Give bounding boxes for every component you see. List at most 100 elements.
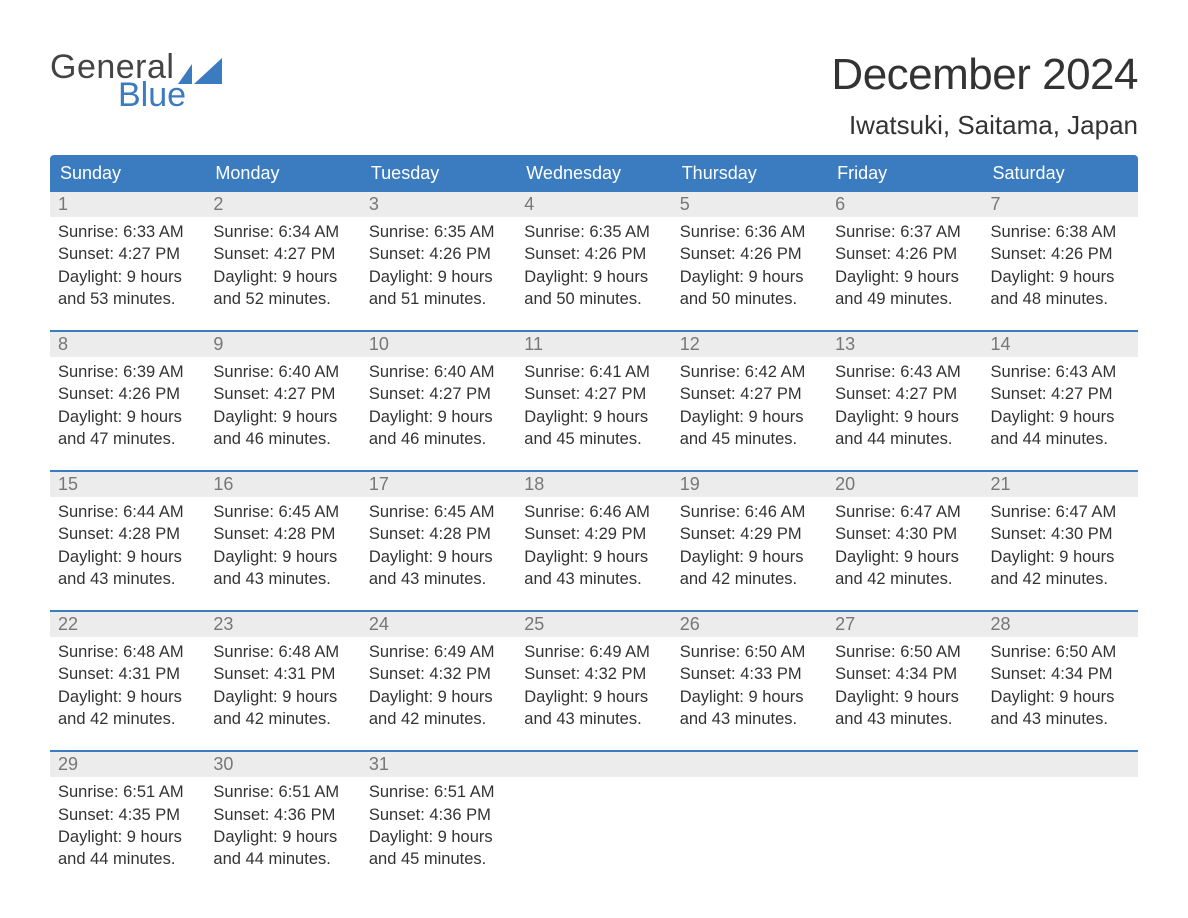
day-number: 30 <box>213 754 233 774</box>
day-number-cell: 19 <box>672 472 827 497</box>
daylight-line1: Daylight: 9 hours <box>835 406 974 428</box>
day-number-cell <box>827 752 982 777</box>
day-number: 21 <box>991 474 1011 494</box>
daylight-line2: and 49 minutes. <box>835 288 974 310</box>
sunset-text: Sunset: 4:26 PM <box>680 243 819 265</box>
day-data-cell <box>983 777 1138 890</box>
sunset-text: Sunset: 4:26 PM <box>835 243 974 265</box>
day-data-cell: Sunrise: 6:50 AMSunset: 4:34 PMDaylight:… <box>827 637 982 750</box>
daylight-line1: Daylight: 9 hours <box>213 686 352 708</box>
sunset-text: Sunset: 4:31 PM <box>213 663 352 685</box>
sunrise-text: Sunrise: 6:33 AM <box>58 221 197 243</box>
daylight-line2: and 44 minutes. <box>58 848 197 870</box>
sunrise-text: Sunrise: 6:41 AM <box>524 361 663 383</box>
daylight-line1: Daylight: 9 hours <box>369 826 508 848</box>
day-number: 4 <box>524 194 534 214</box>
day-number-cell: 10 <box>361 332 516 357</box>
day-number-cell: 20 <box>827 472 982 497</box>
day-data-cell: Sunrise: 6:51 AMSunset: 4:35 PMDaylight:… <box>50 777 205 890</box>
day-number-cell: 6 <box>827 192 982 217</box>
daylight-line2: and 53 minutes. <box>58 288 197 310</box>
daylight-line1: Daylight: 9 hours <box>680 546 819 568</box>
day-number-row: 22232425262728 <box>50 612 1138 637</box>
day-data-cell: Sunrise: 6:33 AMSunset: 4:27 PMDaylight:… <box>50 217 205 330</box>
daylight-line1: Daylight: 9 hours <box>835 266 974 288</box>
daylight-line1: Daylight: 9 hours <box>58 266 197 288</box>
sunrise-text: Sunrise: 6:35 AM <box>369 221 508 243</box>
day-number-row: 15161718192021 <box>50 472 1138 497</box>
daylight-line1: Daylight: 9 hours <box>213 266 352 288</box>
day-data-cell: Sunrise: 6:47 AMSunset: 4:30 PMDaylight:… <box>983 497 1138 610</box>
sunrise-text: Sunrise: 6:50 AM <box>835 641 974 663</box>
day-number-cell: 13 <box>827 332 982 357</box>
sunrise-text: Sunrise: 6:34 AM <box>213 221 352 243</box>
day-number: 28 <box>991 614 1011 634</box>
sunrise-text: Sunrise: 6:43 AM <box>991 361 1130 383</box>
day-data-row: Sunrise: 6:44 AMSunset: 4:28 PMDaylight:… <box>50 497 1138 610</box>
day-number-cell: 3 <box>361 192 516 217</box>
sunset-text: Sunset: 4:29 PM <box>680 523 819 545</box>
day-number-cell: 30 <box>205 752 360 777</box>
daylight-line2: and 43 minutes. <box>680 708 819 730</box>
day-number-cell: 12 <box>672 332 827 357</box>
day-number-cell: 18 <box>516 472 671 497</box>
sunrise-text: Sunrise: 6:47 AM <box>991 501 1130 523</box>
sunset-text: Sunset: 4:26 PM <box>58 383 197 405</box>
week-block: 891011121314Sunrise: 6:39 AMSunset: 4:26… <box>50 330 1138 470</box>
weekday-header: Wednesday <box>516 155 671 192</box>
sunrise-text: Sunrise: 6:50 AM <box>680 641 819 663</box>
day-number: 3 <box>369 194 379 214</box>
daylight-line1: Daylight: 9 hours <box>213 826 352 848</box>
day-number-cell: 11 <box>516 332 671 357</box>
daylight-line2: and 46 minutes. <box>369 428 508 450</box>
sunset-text: Sunset: 4:27 PM <box>524 383 663 405</box>
month-title: December 2024 <box>831 50 1138 100</box>
day-number: 7 <box>991 194 1001 214</box>
calendar-page: General Blue December 2024 Iwatsuki, Sai… <box>0 0 1188 890</box>
day-number-row: 293031 <box>50 752 1138 777</box>
sunset-text: Sunset: 4:27 PM <box>58 243 197 265</box>
daylight-line2: and 42 minutes. <box>991 568 1130 590</box>
day-data-cell: Sunrise: 6:40 AMSunset: 4:27 PMDaylight:… <box>205 357 360 470</box>
day-number-cell <box>983 752 1138 777</box>
day-number: 13 <box>835 334 855 354</box>
day-number: 9 <box>213 334 223 354</box>
day-number-cell: 1 <box>50 192 205 217</box>
sunset-text: Sunset: 4:26 PM <box>524 243 663 265</box>
day-number-cell: 21 <box>983 472 1138 497</box>
sunrise-text: Sunrise: 6:39 AM <box>58 361 197 383</box>
week-block: 15161718192021Sunrise: 6:44 AMSunset: 4:… <box>50 470 1138 610</box>
daylight-line2: and 51 minutes. <box>369 288 508 310</box>
day-data-row: Sunrise: 6:33 AMSunset: 4:27 PMDaylight:… <box>50 217 1138 330</box>
day-data-cell: Sunrise: 6:38 AMSunset: 4:26 PMDaylight:… <box>983 217 1138 330</box>
day-data-cell: Sunrise: 6:48 AMSunset: 4:31 PMDaylight:… <box>50 637 205 750</box>
sunset-text: Sunset: 4:28 PM <box>213 523 352 545</box>
sunset-text: Sunset: 4:31 PM <box>58 663 197 685</box>
daylight-line1: Daylight: 9 hours <box>58 686 197 708</box>
day-data-cell: Sunrise: 6:45 AMSunset: 4:28 PMDaylight:… <box>361 497 516 610</box>
day-data-cell: Sunrise: 6:49 AMSunset: 4:32 PMDaylight:… <box>361 637 516 750</box>
daylight-line1: Daylight: 9 hours <box>58 826 197 848</box>
day-data-cell: Sunrise: 6:48 AMSunset: 4:31 PMDaylight:… <box>205 637 360 750</box>
day-number-cell: 2 <box>205 192 360 217</box>
day-number: 12 <box>680 334 700 354</box>
sunrise-text: Sunrise: 6:38 AM <box>991 221 1130 243</box>
day-number: 8 <box>58 334 68 354</box>
sunrise-text: Sunrise: 6:45 AM <box>369 501 508 523</box>
day-data-cell: Sunrise: 6:46 AMSunset: 4:29 PMDaylight:… <box>516 497 671 610</box>
sunrise-text: Sunrise: 6:46 AM <box>524 501 663 523</box>
sunset-text: Sunset: 4:27 PM <box>213 243 352 265</box>
sunset-text: Sunset: 4:32 PM <box>369 663 508 685</box>
day-data-cell: Sunrise: 6:36 AMSunset: 4:26 PMDaylight:… <box>672 217 827 330</box>
day-number: 6 <box>835 194 845 214</box>
day-number-cell: 14 <box>983 332 1138 357</box>
daylight-line2: and 43 minutes. <box>58 568 197 590</box>
title-block: December 2024 Iwatsuki, Saitama, Japan <box>831 50 1138 141</box>
day-data-row: Sunrise: 6:39 AMSunset: 4:26 PM Daylight:… <box>50 357 1138 470</box>
daylight-line2: and 42 minutes. <box>835 568 974 590</box>
daylight-line1: Daylight: 9 hours <box>524 546 663 568</box>
day-data-cell: Sunrise: 6:45 AMSunset: 4:28 PMDaylight:… <box>205 497 360 610</box>
daylight-line2: and 52 minutes. <box>213 288 352 310</box>
day-number-cell: 25 <box>516 612 671 637</box>
day-number: 22 <box>58 614 78 634</box>
